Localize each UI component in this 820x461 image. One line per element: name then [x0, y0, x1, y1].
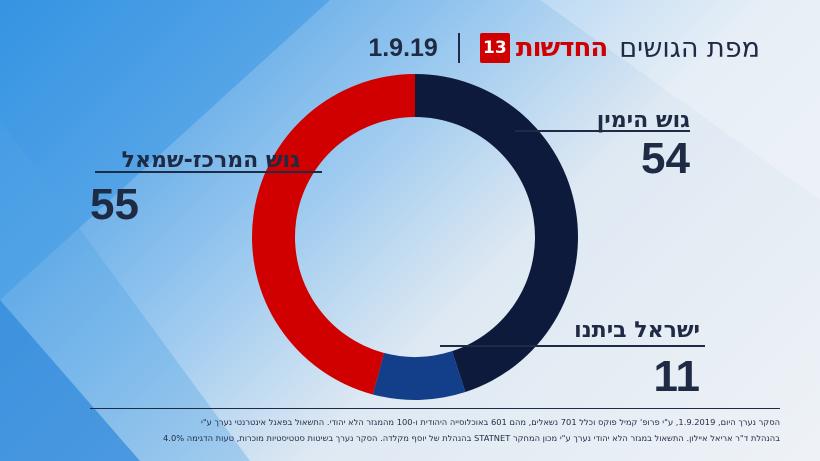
slice-israel-beytenu: [372, 351, 466, 400]
label-center-left-bloc: גוש המרכז-שמאל 55: [90, 148, 300, 227]
israel-beytenu-value: 11: [653, 352, 700, 401]
channel-13-logo-icon: 13: [479, 33, 510, 63]
right-bloc-name: גוש הימין: [596, 108, 690, 133]
brand-logo: החדשות 13: [479, 33, 608, 63]
slice-right-bloc: [415, 74, 578, 393]
label-right-bloc: גוש הימין 54: [596, 108, 690, 183]
footer-line-2: בהנהלת ד"ר אריאל איילון. התשאול במגזר הל…: [163, 432, 780, 443]
center-left-bloc-value: 55: [90, 180, 139, 229]
right-bloc-value: 54: [641, 134, 690, 183]
footer-line-1: הסקר נערך היום, 1.9.2019, ע"י פרופ' קמיל…: [200, 417, 780, 427]
slice-center-left-bloc: [252, 74, 415, 395]
center-left-bloc-name: גוש המרכז-שמאל: [121, 148, 300, 173]
page-title: מפת הגושים: [619, 32, 760, 64]
brand-name: החדשות: [515, 33, 608, 63]
israel-beytenu-name: ישראל ביתנו: [574, 318, 700, 343]
header: מפת הגושים החדשות 13 1.9.19: [368, 28, 760, 68]
label-israel-beytenu: ישראל ביתנו 11: [560, 318, 700, 399]
footer-disclaimer: הסקר נערך היום, 1.9.2019, ע"י פרופ' קמיל…: [90, 408, 780, 447]
header-separator: [457, 33, 460, 63]
survey-date: 1.9.19: [368, 33, 438, 62]
